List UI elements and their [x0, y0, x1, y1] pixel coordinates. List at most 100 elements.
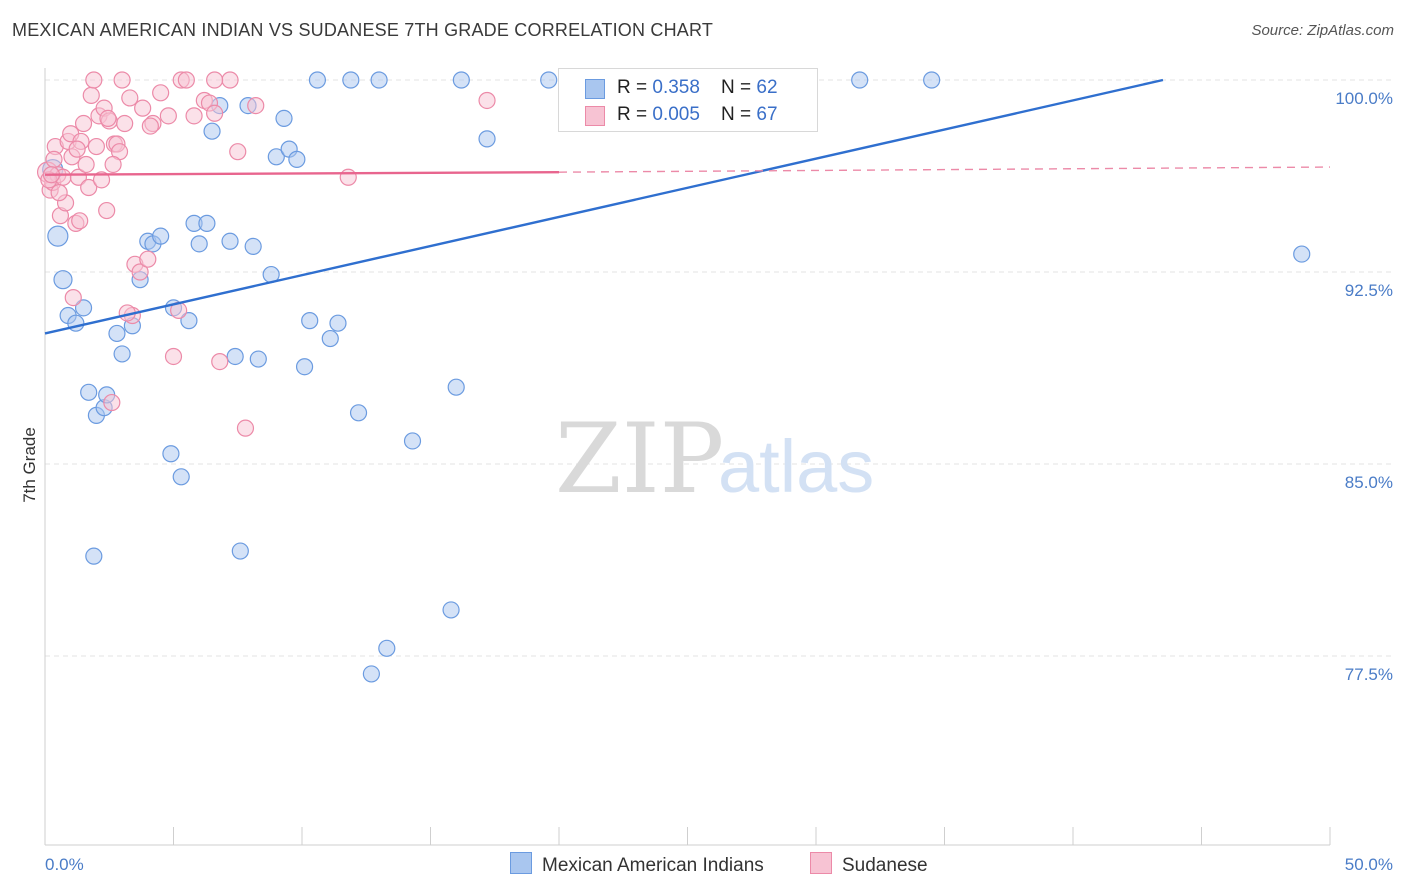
point-mexican-american-indians — [321, 329, 339, 348]
point-mexican-american-indians — [923, 71, 941, 89]
point-mexican-american-indians — [152, 227, 170, 245]
legend-n-label: N = — [721, 77, 757, 98]
point-mexican-american-indians — [244, 237, 262, 255]
point-sudanese — [339, 168, 357, 186]
x-tick-label-min: 0.0% — [45, 855, 84, 874]
legend-n-value: 67 — [756, 104, 778, 125]
point-sudanese — [80, 178, 98, 197]
point-mexican-american-indians — [203, 122, 221, 140]
point-sudanese — [113, 71, 131, 89]
y-tick-label: 77.5% — [1345, 665, 1393, 684]
point-sudanese — [177, 71, 195, 89]
point-mexican-american-indians — [442, 601, 460, 619]
point-mexican-american-indians — [108, 324, 126, 343]
gridlines — [45, 79, 1395, 657]
point-mexican-american-indians — [362, 665, 380, 683]
correlation-legend: R = 0.358 N = 62 R = 0.005 N = 67 — [558, 68, 818, 132]
point-mexican-american-indians — [403, 432, 422, 450]
chart-source: Source: ZipAtlas.com — [1251, 22, 1394, 39]
point-sudanese — [87, 137, 106, 156]
point-mexican-american-indians — [249, 350, 267, 368]
point-mexican-american-indians — [85, 547, 103, 565]
point-sudanese — [185, 107, 203, 125]
point-sudanese — [77, 155, 95, 174]
point-sudanese — [69, 168, 88, 186]
point-sudanese — [236, 419, 255, 437]
y-tick-label: 85.0% — [1345, 473, 1393, 492]
point-mexican-american-indians — [221, 232, 239, 250]
point-mexican-american-indians — [80, 383, 98, 401]
point-sudanese — [159, 107, 177, 125]
point-mexican-american-indians — [378, 639, 396, 657]
watermark-atlas: atlas — [718, 425, 874, 508]
legend-r-label: R = — [617, 104, 653, 125]
point-sudanese — [98, 201, 116, 220]
legend-swatch-sudanese — [585, 106, 605, 126]
point-mexican-american-indians — [198, 214, 216, 232]
point-mexican-american-indians — [74, 299, 93, 317]
point-mexican-american-indians — [295, 358, 314, 376]
point-sudanese — [68, 140, 86, 158]
point-mexican-american-indians — [231, 542, 249, 560]
y-tick-label: 92.5% — [1345, 281, 1393, 300]
point-mexican-american-indians — [190, 235, 208, 253]
point-sudanese — [139, 250, 157, 268]
point-mexican-american-indians — [53, 270, 73, 290]
point-sudanese — [103, 393, 121, 412]
point-mexican-american-indians — [172, 468, 190, 486]
legend-n-value: 62 — [756, 77, 778, 98]
legend-swatch-sudanese — [810, 852, 832, 874]
legend-r-value: 0.005 — [652, 104, 700, 125]
point-mexican-american-indians — [349, 404, 368, 422]
y-axis-label: 7th Grade — [20, 427, 39, 503]
legend-item-mexican: Mexican American Indians — [510, 852, 764, 877]
legend-swatch-mexican — [510, 852, 532, 874]
point-sudanese — [211, 353, 229, 371]
point-sudanese — [134, 99, 152, 117]
point-mexican-american-indians — [452, 71, 470, 89]
point-sudanese — [50, 184, 68, 202]
point-mexican-american-indians — [301, 312, 319, 330]
legend-r-value: 0.358 — [652, 77, 700, 98]
trend-lines — [44, 78, 1331, 335]
x-tick-label-max: 50.0% — [1345, 855, 1393, 874]
point-sudanese — [121, 89, 139, 107]
point-sudanese — [116, 114, 134, 133]
point-mexican-american-indians — [478, 130, 496, 148]
point-mexican-american-indians — [851, 71, 869, 89]
point-sudanese — [104, 155, 122, 174]
point-sudanese — [85, 71, 103, 89]
point-mexican-american-indians — [267, 148, 285, 166]
point-sudanese — [82, 86, 100, 104]
trend-line-sudanese — [44, 170, 560, 176]
point-sudanese — [131, 263, 149, 281]
point-sudanese — [164, 347, 183, 366]
point-sudanese — [64, 289, 82, 307]
point-sudanese — [247, 96, 265, 115]
point-mexican-american-indians — [308, 71, 327, 89]
point-sudanese — [478, 91, 496, 110]
point-sudanese — [45, 150, 63, 168]
point-sudanese — [74, 114, 93, 133]
point-mexican-american-indians — [447, 378, 465, 396]
legend-label-sudanese: Sudanese — [842, 855, 928, 876]
legend-item-sudanese: Sudanese — [810, 852, 928, 877]
watermark-zip: ZIP — [555, 403, 724, 515]
point-mexican-american-indians — [180, 312, 198, 330]
point-mexican-american-indians — [540, 71, 558, 89]
point-sudanese — [152, 84, 170, 102]
point-mexican-american-indians — [162, 445, 180, 463]
point-sudanese — [206, 104, 224, 122]
point-mexican-american-indians — [113, 345, 131, 363]
point-sudanese — [221, 71, 239, 89]
legend-label-mexican: Mexican American Indians — [542, 855, 764, 876]
point-mexican-american-indians — [370, 71, 388, 89]
legend-swatch-mexican — [585, 79, 605, 99]
point-mexican-american-indians — [288, 150, 306, 168]
point-mexican-american-indians — [226, 347, 244, 366]
legend-n-label: N = — [721, 104, 757, 125]
chart-title: MEXICAN AMERICAN INDIAN VS SUDANESE 7TH … — [12, 20, 714, 40]
point-mexican-american-indians — [342, 71, 360, 89]
point-mexican-american-indians — [1293, 245, 1311, 263]
